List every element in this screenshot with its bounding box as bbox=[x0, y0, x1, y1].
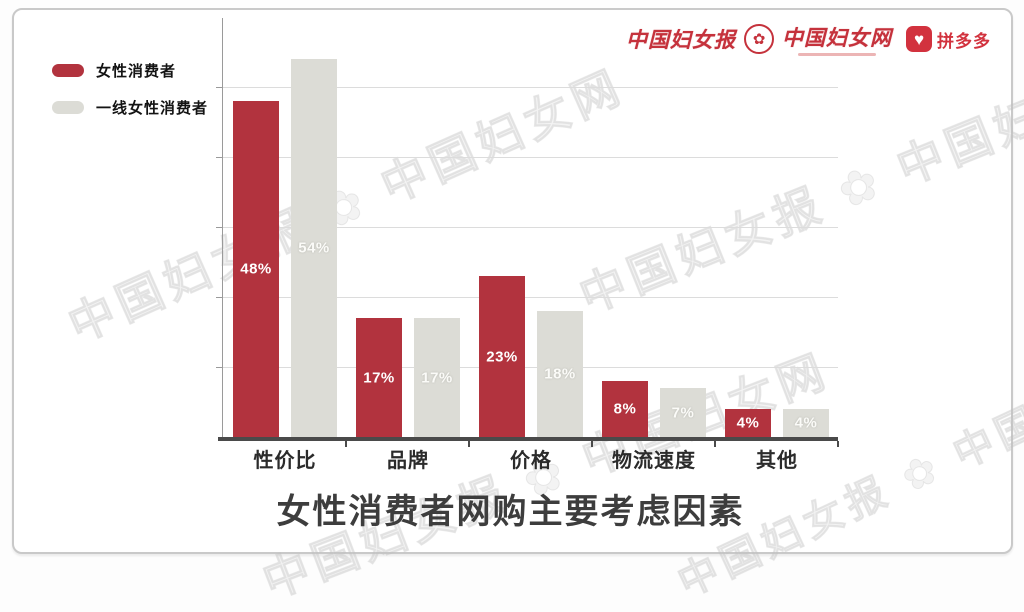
chart-legend: 女性消费者 一线女性消费者 bbox=[52, 60, 208, 134]
y-axis bbox=[222, 18, 223, 437]
pinduoduo-logo: ♥ 拼多多 bbox=[906, 26, 991, 52]
infographic-card: 中国妇女报 ✿ 中国妇女网 ♥ 拼多多 女性消费者 一线女性消费者 中国妇女报 … bbox=[12, 8, 1024, 608]
bar-value-label: 18% bbox=[544, 365, 576, 383]
x-axis-tick bbox=[591, 441, 593, 447]
bar-tier1-female-consumers: 17% bbox=[414, 318, 460, 437]
bar-tier1-female-consumers: 4% bbox=[783, 409, 829, 437]
x-axis bbox=[218, 437, 838, 441]
bar-value-label: 54% bbox=[298, 239, 330, 257]
gridline bbox=[222, 367, 838, 368]
category-label: 性价比 bbox=[253, 450, 317, 472]
gridline bbox=[222, 157, 838, 158]
gridline bbox=[222, 87, 838, 88]
y-axis-tick bbox=[216, 367, 222, 368]
gridline bbox=[222, 227, 838, 228]
bar-chart: 48% 54% 性价比 17% 17% 品牌 23% 18% 价格 8% 7% 物流速度 4% 4% 其他 bbox=[216, 18, 839, 472]
x-axis-tick bbox=[468, 441, 470, 447]
heart-icon: ♥ bbox=[906, 26, 932, 52]
china-womens-net-logo: 中国妇女网 bbox=[782, 22, 892, 56]
flower-emblem-icon: ✿ bbox=[744, 24, 774, 54]
bar-value-label: 4% bbox=[794, 414, 818, 432]
category-label: 其他 bbox=[756, 450, 798, 472]
legend-swatch-red bbox=[52, 64, 84, 77]
china-womens-news-logo: 中国妇女报 bbox=[626, 29, 736, 52]
bar-value-label: 7% bbox=[671, 404, 695, 421]
bar-value-label: 4% bbox=[736, 414, 760, 432]
y-axis-tick bbox=[216, 297, 222, 298]
bar-female-consumers: 8% bbox=[602, 381, 648, 437]
pinduoduo-logo-text: 拼多多 bbox=[937, 31, 991, 51]
bar-female-consumers: 48% bbox=[233, 101, 279, 437]
legend-item-female-consumers: 女性消费者 bbox=[52, 60, 208, 81]
bar-value-label: 17% bbox=[421, 369, 453, 386]
bar-tier1-female-consumers: 7% bbox=[660, 388, 706, 437]
category-label: 价格 bbox=[510, 450, 552, 472]
gridline bbox=[222, 297, 838, 298]
bar-value-label: 23% bbox=[486, 348, 518, 365]
legend-swatch-gray bbox=[52, 101, 84, 114]
bar-tier1-female-consumers: 18% bbox=[537, 311, 583, 437]
bar-female-consumers: 23% bbox=[479, 276, 525, 437]
y-axis-tick bbox=[216, 227, 222, 228]
x-axis-tick bbox=[837, 441, 839, 447]
category-label: 物流速度 bbox=[612, 450, 696, 472]
y-axis-tick bbox=[216, 87, 222, 88]
bar-tier1-female-consumers: 54% bbox=[291, 59, 337, 437]
china-womens-net-logo-text: 中国妇女网 bbox=[782, 27, 892, 50]
legend-item-tier1-female-consumers: 一线女性消费者 bbox=[52, 97, 208, 118]
legend-label-tier1-female-consumers: 一线女性消费者 bbox=[96, 100, 209, 117]
bar-female-consumers: 4% bbox=[725, 409, 771, 437]
x-axis-tick bbox=[714, 441, 716, 447]
bar-value-label: 8% bbox=[613, 400, 637, 418]
x-axis-tick bbox=[345, 441, 347, 447]
bar-value-label: 48% bbox=[240, 260, 272, 278]
y-axis-tick bbox=[216, 157, 222, 158]
bar-value-label: 17% bbox=[363, 369, 395, 386]
bar-female-consumers: 17% bbox=[356, 318, 402, 437]
category-label: 品牌 bbox=[387, 450, 429, 472]
infographic: 中国妇女报 ✿ 中国妇女网 ♥ 拼多多 女性消费者 一线女性消费者 中国妇女报 … bbox=[12, 8, 1024, 608]
logo-bar: 中国妇女报 ✿ 中国妇女网 ♥ 拼多多 bbox=[626, 22, 991, 56]
legend-label-female-consumers: 女性消费者 bbox=[96, 63, 177, 80]
chart-title: 女性消费者网购主要考虑因素 bbox=[276, 493, 745, 531]
logo-tagline-bar bbox=[798, 53, 876, 56]
